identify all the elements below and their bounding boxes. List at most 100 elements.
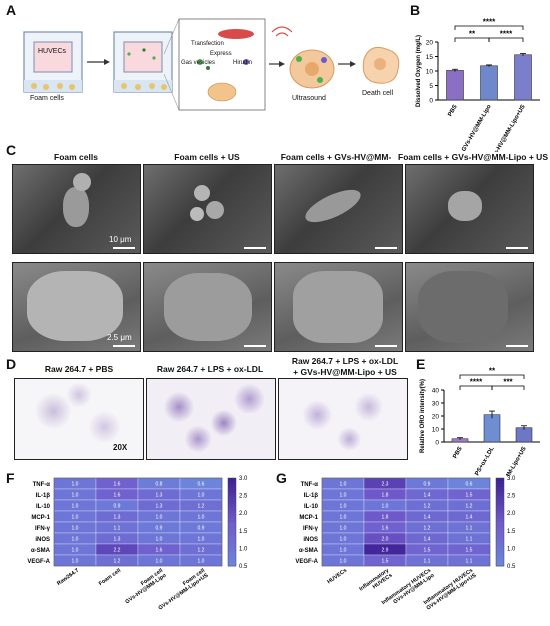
- panel-label-b: B: [410, 2, 421, 18]
- column-label: Foam cell: [98, 567, 123, 587]
- colorbar-segment: [496, 536, 504, 541]
- colorbar-segment: [228, 524, 236, 529]
- column-label: Foam cellGVs-HV@MM-Lipo: [121, 567, 168, 605]
- death-cell-label: Death cell: [362, 90, 394, 97]
- colorbar-segment: [228, 533, 236, 538]
- cell-value: 1.0: [156, 515, 163, 521]
- cell-value: 1.2: [466, 504, 473, 510]
- tem-scale-bar: [244, 345, 266, 347]
- colorbar-tick-label: 2.0: [507, 511, 516, 517]
- x-tick-label: PBS: [452, 446, 463, 460]
- colorbar-tick-label: 2.5: [507, 494, 516, 500]
- cell-value: 1.1: [466, 559, 473, 565]
- colorbar-tick-label: 3.0: [239, 476, 248, 482]
- colorbar-tick-label: 2.5: [239, 494, 248, 500]
- huvecs-label: HUVECs: [38, 48, 67, 55]
- tem-image-gvs: [274, 262, 403, 352]
- foam-cells-label: Foam cells: [30, 95, 64, 102]
- cell-value: 1.1: [466, 526, 473, 532]
- cell-value: 1.0: [72, 504, 79, 510]
- row-label: TNF-α: [33, 482, 51, 488]
- colorbar-segment: [228, 554, 236, 558]
- gas-vesicles-label: Gas vesicles: [181, 60, 216, 66]
- colorbar-segment: [228, 498, 236, 502]
- colorbar-segment: [496, 533, 504, 538]
- cell-value: 1.0: [340, 515, 347, 521]
- cell-value: 1.1: [466, 537, 473, 543]
- y-tick-label: 0: [435, 440, 439, 447]
- row-label: TNF-α: [301, 482, 319, 488]
- colorbar-segment: [228, 548, 236, 552]
- y-tick-label: 10: [426, 69, 434, 76]
- cell-value: 1.4: [424, 515, 431, 521]
- colorbar-segment: [228, 501, 236, 505]
- column-title-2: Foam cells + US: [174, 152, 240, 162]
- cell-value: 1.5: [382, 559, 389, 565]
- cell-value: 1.0: [340, 537, 347, 543]
- cell-value: 1.2: [198, 548, 205, 554]
- colorbar-tick-label: 2.0: [239, 511, 248, 517]
- bar: [514, 54, 532, 101]
- cell-value: 2.0: [382, 537, 389, 543]
- colorbar-segment: [228, 478, 236, 482]
- cell-value: 2.2: [114, 548, 121, 554]
- tem-scale-bar: [375, 345, 397, 347]
- colorbar-segment: [496, 522, 504, 526]
- colorbar-segment: [496, 551, 504, 555]
- cell-value: 1.0: [340, 493, 347, 499]
- colorbar-segment: [228, 519, 236, 523]
- cell-value: 1.6: [114, 493, 121, 499]
- cell-value: 1.6: [114, 482, 121, 488]
- cell-value: 1.5: [466, 548, 473, 554]
- column-title-4: Foam cells + GVs-HV@MM-Lipo + US: [398, 152, 548, 162]
- x-tick-label: GVs-HV@MM-Lipo: [461, 104, 493, 152]
- colorbar-segment: [496, 548, 504, 552]
- row-label: VEGF-A: [295, 559, 318, 565]
- significance-label: **: [469, 30, 476, 39]
- colorbar-border: [495, 477, 505, 567]
- colorbar-segment: [496, 507, 504, 511]
- significance-bracket: [459, 385, 493, 390]
- tem-image-gvs-us: [405, 262, 534, 352]
- sem-image-gvs-us: [405, 164, 534, 254]
- colorbar-segment: [228, 510, 236, 514]
- bar: [480, 65, 498, 101]
- colorbar-segment: [228, 560, 236, 564]
- cell-value: 1.0: [382, 504, 389, 510]
- column-label: InflammatoryHUVECs: [358, 567, 394, 597]
- cell-value: 1.5: [466, 493, 473, 499]
- colorbar-segment: [228, 530, 236, 535]
- colorbar-segment: [496, 539, 504, 544]
- sem-image-foam-cells-us: [143, 164, 272, 254]
- cell-value: 1.0: [340, 548, 347, 554]
- colorbar-segment: [496, 478, 504, 482]
- colorbar-segment: [496, 510, 504, 514]
- panel-a-schematic: [23, 18, 400, 111]
- heatmap-huvecs: TNF-α IL-1β IL-10 MCP-1 IFN-γ iNOS α-SMA VEGF-A…: [295, 476, 516, 612]
- colorbar-segment: [228, 480, 236, 485]
- significance-bracket: [491, 385, 525, 390]
- tem-scale-bar: [113, 345, 135, 347]
- bar: [515, 427, 533, 443]
- y-tick-label: 40: [432, 388, 440, 395]
- significance-bracket: [454, 25, 524, 30]
- ultrasound-label: Ultrasound: [292, 95, 326, 102]
- cell-value: 1.2: [198, 504, 205, 510]
- significance-bracket: [459, 374, 525, 379]
- row-label: IFN-γ: [35, 526, 51, 532]
- cell-value: 1.0: [198, 493, 205, 499]
- row-label: IFN-γ: [303, 526, 319, 532]
- colorbar-segment: [496, 563, 504, 567]
- cell-value: 1.2: [424, 504, 431, 510]
- sem-scale-label: 10 μm: [109, 235, 132, 244]
- significance-label: ***: [503, 378, 513, 387]
- panel-label-e: E: [416, 356, 426, 372]
- colorbar-segment: [496, 560, 504, 564]
- cell-value: 1.0: [198, 515, 205, 521]
- y-tick-label: 15: [426, 54, 434, 61]
- colorbar-tick-label: 0.5: [239, 564, 248, 570]
- cell-value: 1.0: [72, 526, 79, 532]
- significance-label: ****: [500, 30, 513, 39]
- y-tick-label: 0: [429, 98, 433, 105]
